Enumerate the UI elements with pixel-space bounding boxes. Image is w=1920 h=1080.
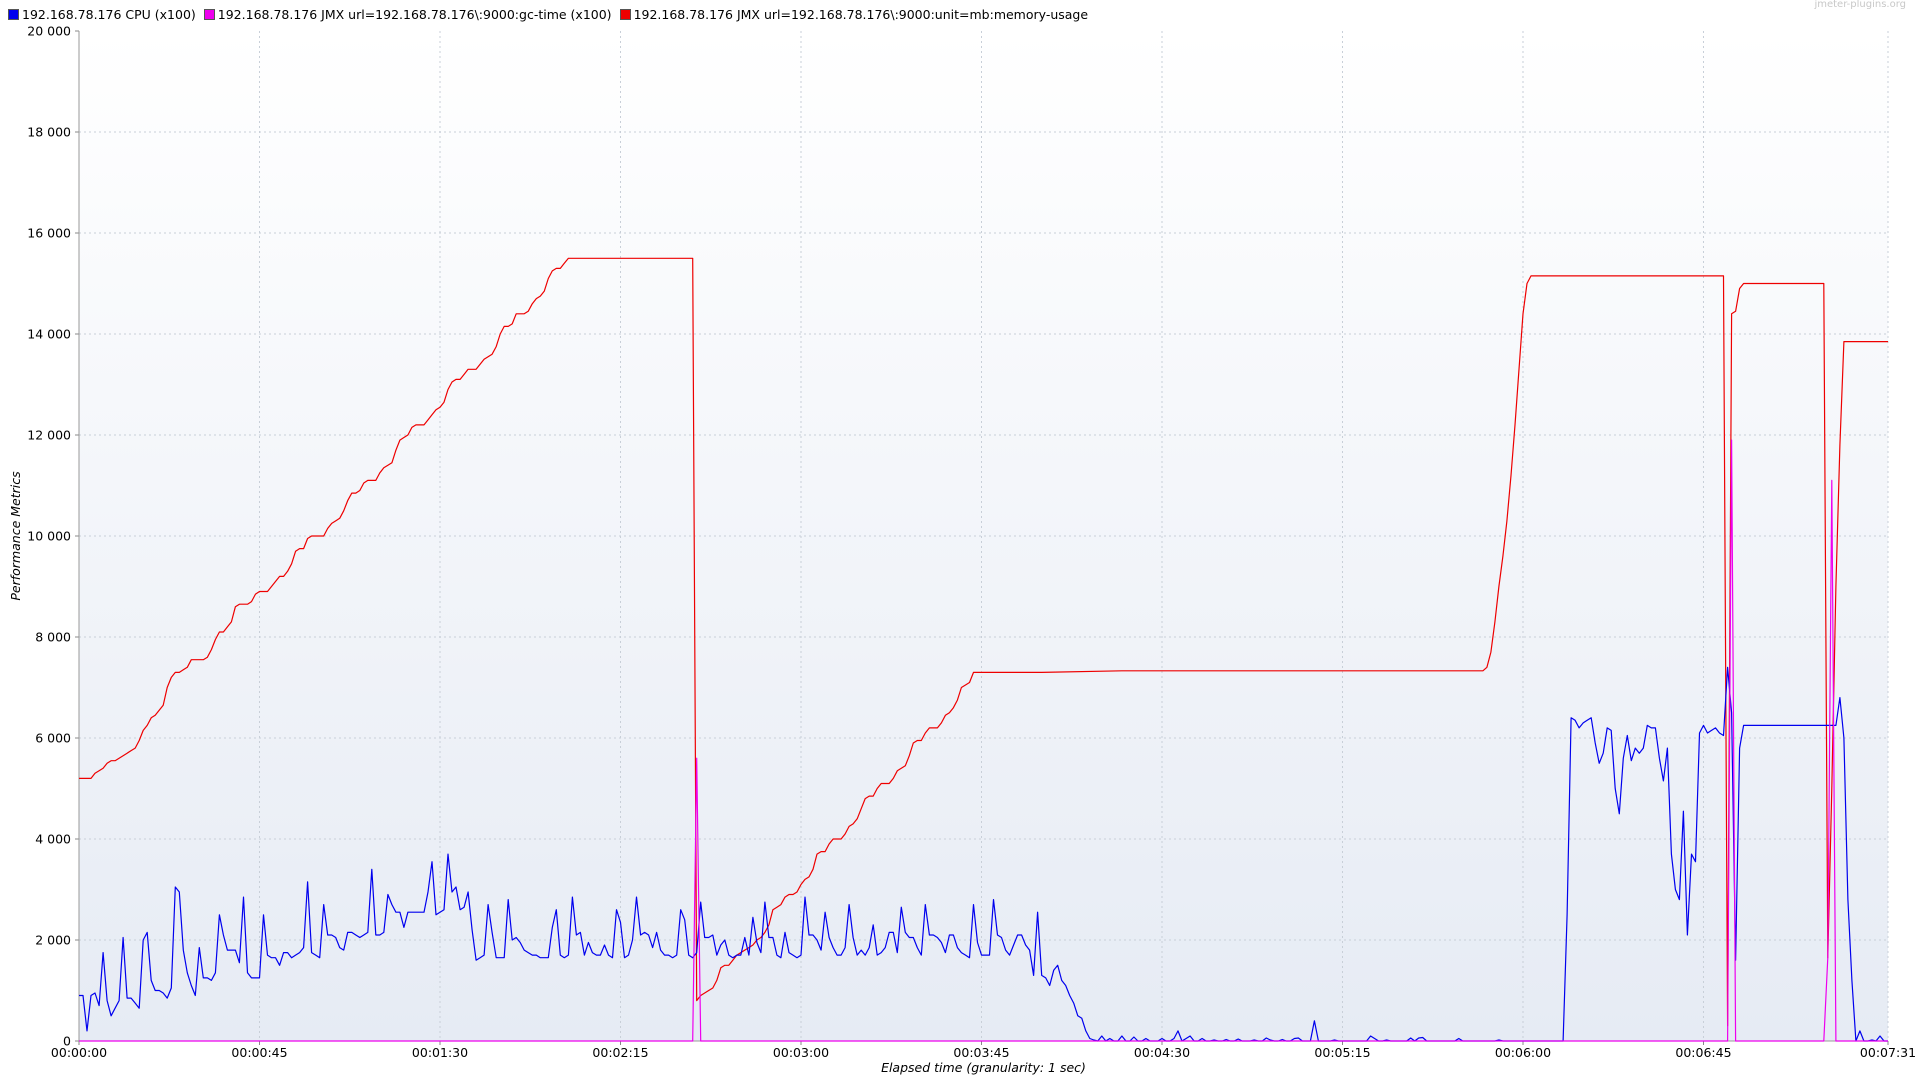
series-gc-time-line bbox=[79, 439, 1888, 1042]
y-tick-label: 10 000 bbox=[27, 529, 71, 544]
y-tick-label: 12 000 bbox=[27, 428, 71, 443]
grid bbox=[79, 31, 1889, 1041]
legend-swatch-memory-usage bbox=[619, 8, 631, 20]
series-memory-usage-line bbox=[79, 257, 1888, 1027]
y-tick-label: 16 000 bbox=[27, 226, 71, 241]
y-axis-title: Performance Metrics bbox=[8, 471, 23, 601]
legend-swatch-cpu bbox=[8, 8, 19, 20]
watermark: jmeter-plugins.org bbox=[1814, 0, 1906, 10]
series-cpu-line bbox=[79, 666, 1888, 1042]
legend-label-memory-usage: 192.168.78.176 JMX url=192.168.78.176\:9… bbox=[633, 6, 1089, 22]
x-tick-label: 00:00:45 bbox=[231, 1045, 287, 1060]
y-tick-label: 20 000 bbox=[27, 24, 71, 39]
chart-legend: 192.168.78.176 CPU (x100) 192.168.78.176… bbox=[8, 6, 1096, 22]
x-tick-label: 00:00:00 bbox=[51, 1045, 107, 1060]
x-tick-label: 00:03:45 bbox=[953, 1045, 1009, 1060]
x-tick-label: 00:06:00 bbox=[1495, 1045, 1551, 1060]
y-tick-label: 2 000 bbox=[35, 933, 71, 948]
y-tick-label: 4 000 bbox=[35, 832, 71, 847]
x-tick-label: 00:03:00 bbox=[773, 1045, 829, 1060]
legend-item-memory-usage: 192.168.78.176 JMX url=192.168.78.176\:9… bbox=[619, 6, 1089, 22]
x-tick-label: 00:02:15 bbox=[592, 1045, 648, 1060]
x-axis-title: Elapsed time (granularity: 1 sec) bbox=[881, 1060, 1086, 1075]
x-tick-label: 00:06:45 bbox=[1675, 1045, 1731, 1060]
y-tick-label: 14 000 bbox=[27, 327, 71, 342]
y-tick-label: 0 bbox=[63, 1034, 71, 1049]
y-tick-label: 18 000 bbox=[27, 125, 71, 140]
x-tick-label: 00:01:30 bbox=[412, 1045, 468, 1060]
tick-labels: 0 2 000 4 000 6 000 8 000 10 000 12 000 14 000 1… bbox=[27, 24, 1916, 1061]
legend-item-gc-time: 192.168.78.176 JMX url=192.168.78.176\:9… bbox=[203, 6, 612, 22]
series-lines bbox=[79, 257, 1888, 1042]
legend-item-cpu: 192.168.78.176 CPU (x100) bbox=[8, 7, 196, 22]
legend-swatch-gc-time bbox=[203, 8, 215, 20]
legend-label-cpu: 192.168.78.176 CPU (x100) bbox=[22, 6, 196, 22]
x-tick-label: 00:07:31 bbox=[1860, 1045, 1916, 1060]
y-tick-label: 6 000 bbox=[35, 731, 71, 746]
legend-label-gc-time: 192.168.78.176 JMX url=192.168.78.176\:9… bbox=[217, 6, 612, 22]
y-tick-label: 8 000 bbox=[35, 630, 71, 645]
x-tick-label: 00:05:15 bbox=[1314, 1045, 1370, 1060]
x-tick-label: 00:04:30 bbox=[1134, 1045, 1190, 1060]
